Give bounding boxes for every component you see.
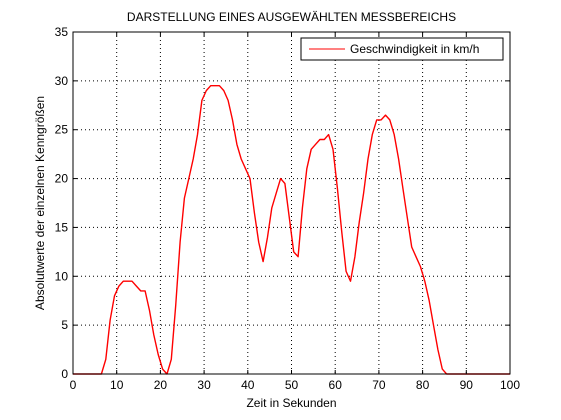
x-tick-label: 80 [416, 378, 430, 392]
x-tick-label: 0 [70, 378, 77, 392]
x-tick-label: 100 [500, 378, 520, 392]
x-tick-label: 50 [285, 378, 299, 392]
y-tick-label: 15 [55, 220, 69, 234]
y-tick-label: 25 [55, 123, 69, 137]
x-tick-label: 60 [329, 378, 343, 392]
y-tick-label: 20 [55, 172, 69, 186]
series-line-speed [73, 84, 510, 375]
legend-box [300, 37, 504, 61]
y-axis-title: Absolutwerte der einzelnen Kenngrößen [33, 96, 47, 310]
x-tick-label: 30 [197, 378, 211, 392]
y-tick-label: 0 [61, 367, 68, 381]
plot-area [73, 32, 510, 374]
legend: Geschwindigkeit in km/h [300, 37, 504, 61]
series-layer [73, 84, 510, 375]
x-tick-label: 40 [241, 378, 255, 392]
x-tick-label: 90 [460, 378, 474, 392]
y-tick-label: 35 [55, 25, 69, 39]
chart-title: DARSTELLUNG EINES AUSGEWÄHLTEN MESSBEREI… [127, 10, 456, 24]
x-axis-title: Zeit in Sekunden [246, 396, 336, 410]
x-tick-label: 70 [372, 378, 386, 392]
y-tick-label: 5 [61, 318, 68, 332]
axis-ticks: 0 10 20 30 40 50 60 70 80 90 100 0 5 10 15 20 25 30 35 [55, 25, 521, 392]
y-tick-label: 30 [55, 74, 69, 88]
y-tick-label: 10 [55, 269, 69, 283]
x-tick-label: 20 [154, 378, 168, 392]
x-tick-label: 10 [110, 378, 124, 392]
legend-label-speed: Geschwindigkeit in km/h [350, 42, 479, 56]
grid [73, 32, 510, 374]
